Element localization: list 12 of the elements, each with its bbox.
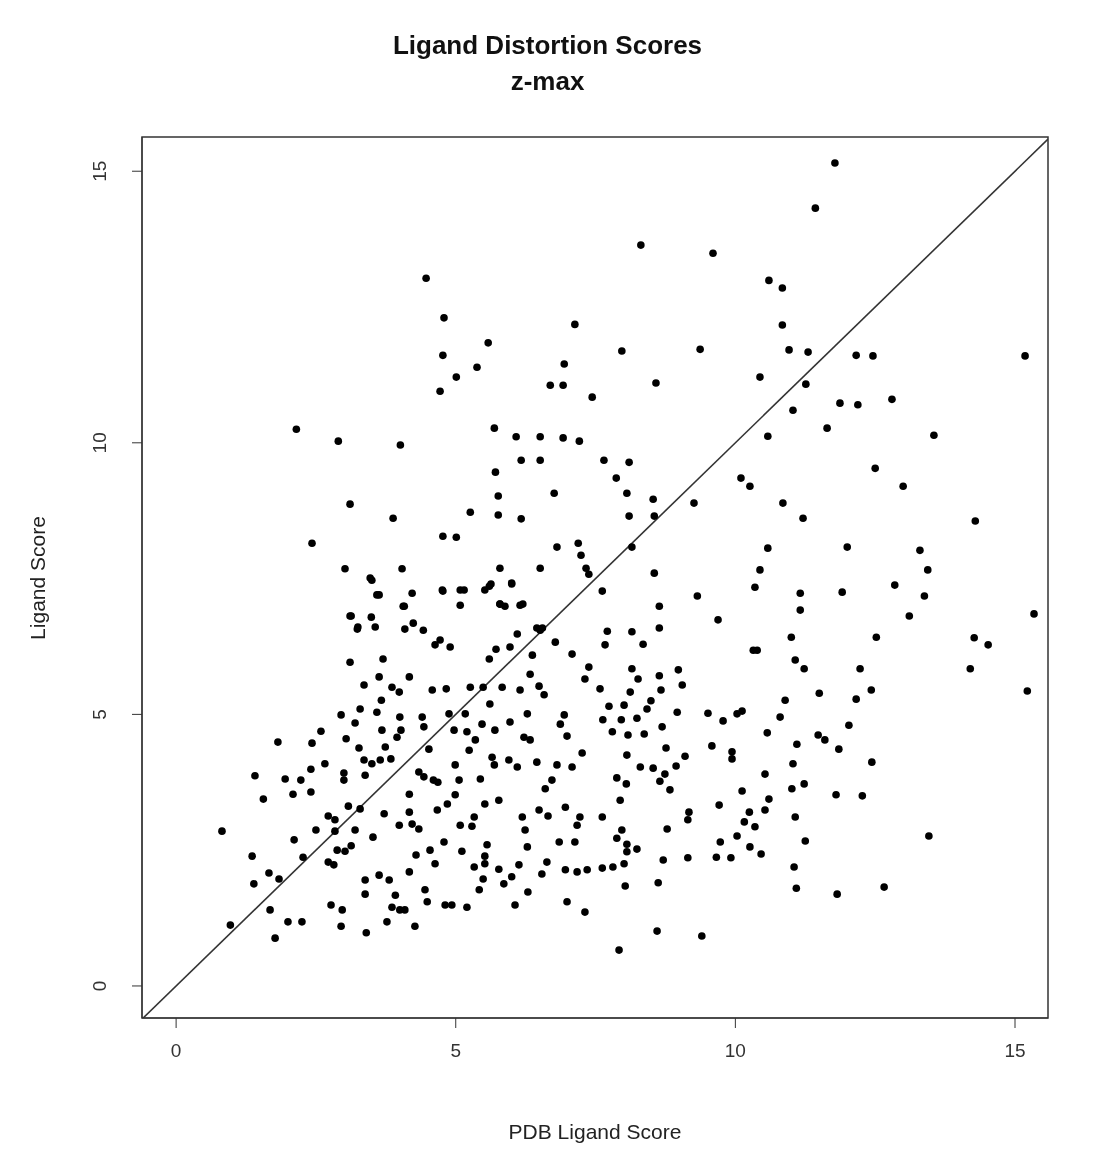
y-tick-label: 15 [89, 160, 110, 182]
chart-title: Ligand Distortion Scores [391, 30, 704, 61]
y-tick-label: 5 [89, 709, 110, 720]
chart-subtitle: z-max [509, 66, 586, 97]
y-axis-title: Ligand Score [25, 514, 50, 642]
x-axis-title: PDB Ligand Score [507, 1120, 683, 1144]
x-tick-label: 0 [170, 1040, 182, 1062]
y-tick-label: 10 [89, 432, 110, 454]
y-tick-label: 0 [89, 980, 110, 992]
x-tick-label: 5 [450, 1040, 462, 1062]
x-tick-label: 15 [1004, 1040, 1026, 1062]
x-tick-label: 10 [724, 1040, 746, 1062]
